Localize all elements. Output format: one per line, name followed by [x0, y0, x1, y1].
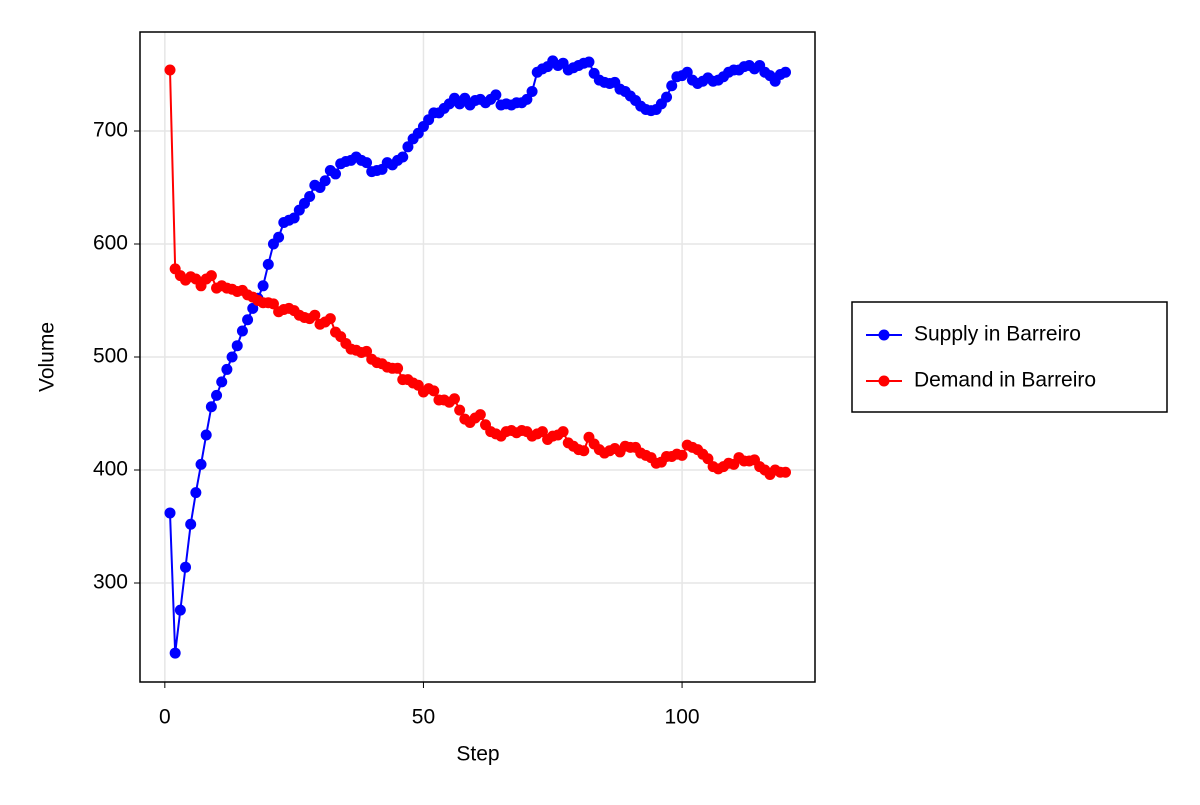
point: [454, 404, 466, 416]
point: [236, 325, 248, 337]
point: [205, 401, 217, 413]
point: [164, 507, 176, 519]
point: [578, 445, 590, 457]
legend-marker: [878, 329, 890, 341]
point: [211, 389, 223, 401]
point: [324, 313, 336, 325]
legend-label: Demand in Barreiro: [914, 369, 1096, 392]
legend-marker: [878, 375, 890, 387]
point: [267, 298, 279, 310]
y-axis-label: Volume: [36, 322, 59, 392]
point: [521, 93, 533, 105]
point: [164, 64, 176, 76]
point: [200, 429, 212, 441]
point: [557, 426, 569, 438]
point: [474, 409, 486, 421]
x-axis-label: Step: [456, 743, 499, 766]
point: [536, 426, 548, 438]
point: [319, 175, 331, 187]
legend-label: Supply in Barreiro: [914, 323, 1081, 346]
point: [361, 157, 373, 169]
x-tick-label: 50: [412, 706, 435, 729]
point: [397, 151, 409, 163]
point: [304, 191, 316, 203]
point: [583, 56, 595, 68]
point: [221, 363, 233, 375]
point: [330, 168, 342, 180]
point: [526, 85, 538, 97]
point: [361, 345, 373, 357]
plot-frame: [139, 31, 816, 683]
point: [428, 385, 440, 397]
point: [247, 302, 259, 314]
y-tick-label: 700: [93, 119, 128, 142]
point: [780, 466, 792, 478]
legend-box: [851, 301, 1168, 413]
point: [226, 351, 238, 363]
point: [190, 487, 202, 499]
x-tick-label: 100: [665, 706, 700, 729]
point: [490, 89, 502, 101]
point: [242, 314, 254, 326]
point: [195, 458, 207, 470]
point: [231, 340, 243, 352]
point: [681, 66, 693, 78]
point: [216, 376, 228, 388]
point: [180, 561, 192, 573]
point: [661, 91, 673, 103]
point: [205, 270, 217, 282]
y-tick-label: 400: [93, 458, 128, 481]
y-tick-label: 600: [93, 232, 128, 255]
point: [309, 309, 321, 321]
point: [257, 280, 269, 292]
y-tick-label: 500: [93, 345, 128, 368]
point: [676, 449, 688, 461]
y-tick-label: 300: [93, 571, 128, 594]
point: [780, 66, 792, 78]
point: [169, 647, 181, 659]
point: [174, 604, 186, 616]
x-tick-label: 0: [159, 706, 171, 729]
point: [448, 393, 460, 405]
point: [402, 141, 414, 153]
point: [273, 231, 285, 243]
point: [666, 80, 678, 92]
point: [185, 518, 197, 530]
point: [288, 212, 300, 224]
point: [702, 453, 714, 465]
point: [392, 362, 404, 374]
point: [262, 258, 274, 270]
